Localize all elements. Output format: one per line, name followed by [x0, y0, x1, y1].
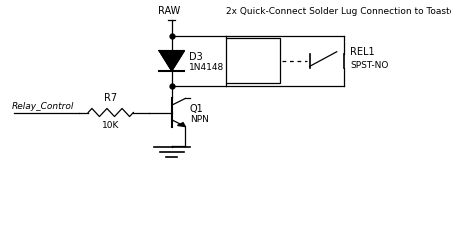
Text: 2x Quick-Connect Solder Lug Connection to Toaster: 2x Quick-Connect Solder Lug Connection t… — [226, 7, 451, 16]
Polygon shape — [177, 123, 185, 126]
Bar — [226, 38, 280, 83]
Text: REL1: REL1 — [350, 47, 374, 57]
Text: RAW: RAW — [158, 6, 180, 16]
Text: Q1: Q1 — [189, 104, 203, 114]
Text: NPN: NPN — [189, 115, 208, 124]
Text: 10K: 10K — [102, 122, 119, 130]
Text: SPST-NO: SPST-NO — [350, 61, 388, 70]
Polygon shape — [159, 51, 184, 71]
Text: 1N4148: 1N4148 — [189, 63, 224, 72]
Text: D3: D3 — [189, 52, 202, 62]
Text: Relay_Control: Relay_Control — [11, 102, 74, 111]
Text: R7: R7 — [104, 94, 117, 104]
